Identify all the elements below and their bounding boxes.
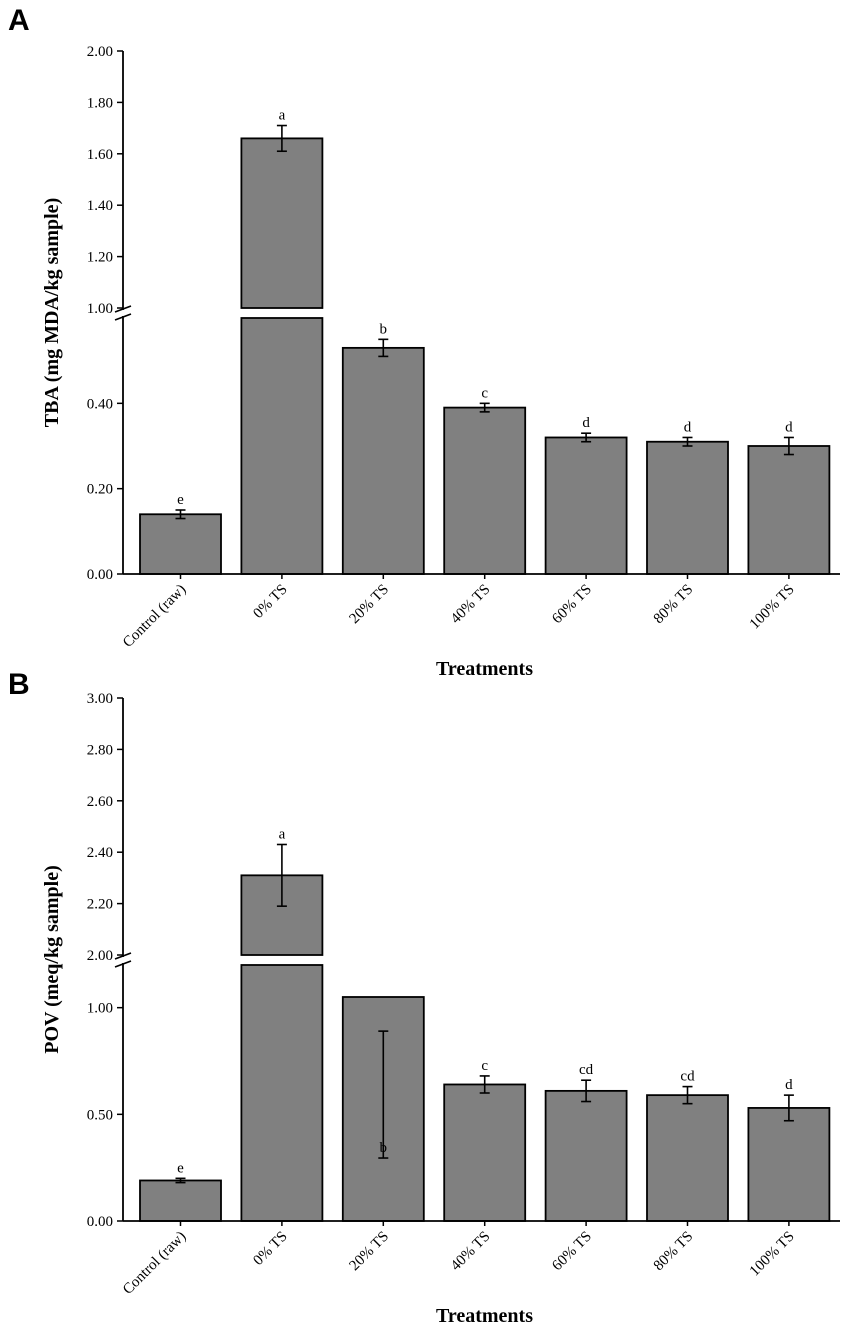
significance-label-a-4: d — [582, 415, 590, 431]
bar-b-4 — [544, 1089, 628, 1222]
x-tick-label-a-2: 20% TS — [347, 582, 393, 628]
y-tick-label-upper-1: 2.20 — [87, 897, 113, 913]
significance-label-a-1: a — [279, 108, 286, 124]
y-tick-label-lower-0: 0.00 — [87, 1214, 113, 1230]
significance-label-b-4: cd — [579, 1062, 594, 1078]
y-axis-title: POV (meq/kg sample) — [41, 865, 63, 1054]
x-tick-label-b-6: 100% TS — [747, 1229, 798, 1280]
bar-a-3 — [443, 406, 527, 575]
y-axis-title: TBA (mg MDA/kg sample) — [41, 198, 63, 427]
x-tick-label-a-6: 100% TS — [747, 582, 798, 633]
significance-label-b-2: b — [380, 1140, 388, 1156]
x-tick-label-b-1: 0% TS — [250, 1229, 290, 1269]
panel-letter: B — [8, 668, 30, 701]
axis-break-mark-top — [114, 305, 132, 313]
x-tick-label-b-0: Control (raw) — [120, 1229, 189, 1298]
x-tick-label-a-3: 40% TS — [448, 582, 494, 628]
y-tick-label-upper-1: 1.20 — [87, 250, 113, 266]
bar-a-1-upper — [240, 137, 324, 309]
significance-label-a-5: d — [684, 419, 692, 435]
y-tick-label-upper-0: 1.00 — [87, 301, 113, 317]
chart-panel-a: Ae Control (raw) a 0% TS b 20% TS c 40% TS d 60% … — [8, 4, 840, 680]
y-tick-label-upper-5: 3.00 — [87, 691, 113, 707]
x-tick-label-a-1: 0% TS — [250, 582, 290, 622]
significance-label-a-6: d — [785, 419, 793, 435]
y-tick-label-upper-4: 1.80 — [87, 95, 113, 111]
y-tick-label-upper-3: 1.60 — [87, 147, 113, 163]
significance-label-a-0: e — [177, 492, 184, 508]
bar-b-0 — [139, 1179, 222, 1222]
y-tick-label-upper-5: 2.00 — [87, 44, 113, 60]
panel-letter: A — [8, 4, 30, 37]
bar-a-1-break-gap — [240, 309, 324, 317]
x-tick-label-a-5: 80% TS — [651, 582, 697, 628]
axis-break-mark-bottom — [114, 960, 132, 968]
y-tick-label-lower-0: 0.00 — [87, 567, 113, 583]
significance-label-b-5: cd — [680, 1069, 695, 1085]
bar-a-1-lower — [240, 317, 324, 575]
x-tick-label-b-5: 80% TS — [651, 1229, 697, 1275]
y-tick-label-upper-4: 2.80 — [87, 742, 113, 758]
y-tick-label-upper-2: 2.40 — [87, 845, 113, 861]
x-axis-title: Treatments — [436, 658, 533, 680]
significance-label-b-6: d — [785, 1077, 793, 1093]
bar-b-1-break-gap — [240, 956, 324, 964]
y-tick-label-lower-2: 1.00 — [87, 1001, 113, 1017]
significance-label-b-0: e — [177, 1160, 184, 1176]
bar-a-2 — [341, 346, 425, 575]
bar-a-6 — [747, 445, 831, 575]
y-tick-label-upper-3: 2.60 — [87, 794, 113, 810]
bar-a-5 — [646, 440, 729, 575]
y-tick-label-upper-2: 1.40 — [87, 198, 113, 214]
significance-label-b-1: a — [279, 826, 286, 842]
y-tick-label-lower-1: 0.20 — [87, 482, 113, 498]
x-tick-label-b-3: 40% TS — [448, 1229, 494, 1275]
x-axis-title: Treatments — [436, 1305, 533, 1327]
x-tick-label-a-4: 60% TS — [549, 582, 595, 628]
axis-break-mark-top — [114, 952, 132, 960]
significance-label-a-2: b — [380, 321, 388, 337]
chart-panel-b: Be Control (raw) a 0% TS b 20% TS c 40% TS cd 60%… — [8, 668, 840, 1327]
x-tick-label-b-4: 60% TS — [549, 1229, 595, 1275]
y-tick-label-lower-2: 0.40 — [87, 396, 113, 412]
x-tick-label-a-0: Control (raw) — [120, 582, 189, 651]
bar-b-3 — [443, 1083, 527, 1222]
significance-label-a-3: c — [481, 385, 488, 401]
bar-b-6 — [747, 1107, 831, 1222]
y-tick-label-upper-0: 2.00 — [87, 948, 113, 964]
x-tick-label-b-2: 20% TS — [347, 1229, 393, 1275]
bar-b-5 — [646, 1094, 729, 1222]
y-tick-label-lower-1: 0.50 — [87, 1107, 113, 1123]
bar-b-1-lower — [240, 964, 324, 1222]
bar-a-4 — [544, 436, 628, 575]
significance-label-b-3: c — [481, 1058, 488, 1074]
axis-break-mark-bottom — [114, 313, 132, 321]
bar-a-0 — [139, 513, 222, 575]
